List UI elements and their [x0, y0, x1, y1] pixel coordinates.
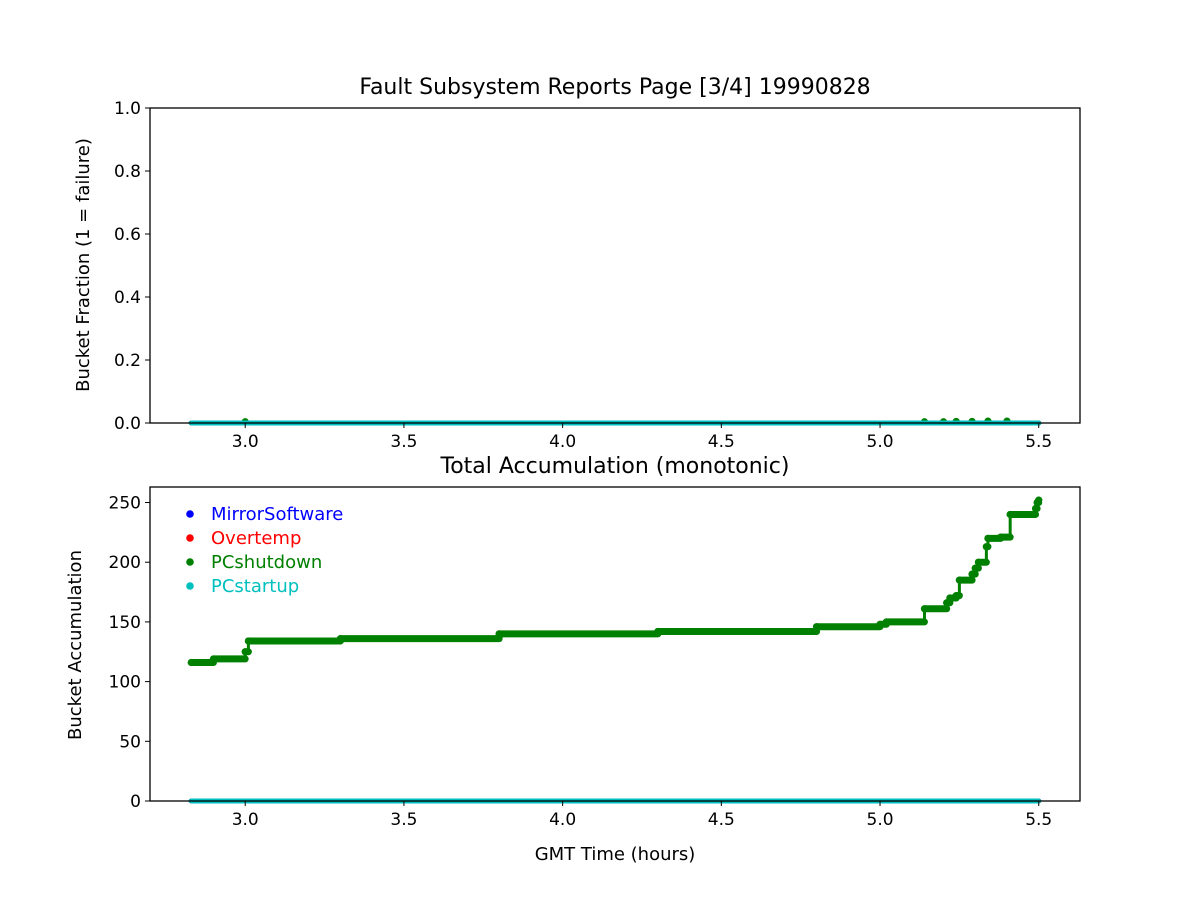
data-point [984, 534, 992, 542]
data-point [1006, 510, 1014, 519]
bottom-panel-ticks: 3.0 3.5 4.0 4.5 5.0 5.5 0 50 100 150 200 250 [109, 494, 1053, 830]
x-tick-label: 5.5 [1025, 810, 1052, 830]
legend: MirrorSoftware Overtemp PCshutdown PCstartu… [186, 504, 343, 597]
x-tick-label: 5.0 [867, 810, 894, 830]
y-tick-label: 1.0 [114, 99, 141, 119]
legend-marker [186, 582, 194, 590]
y-tick-label: 200 [109, 553, 141, 573]
data-point [876, 620, 884, 628]
x-tick-label: 3.0 [232, 810, 259, 830]
top-panel-frame [149, 107, 1081, 424]
y-tick-label: 0 [130, 792, 141, 812]
data-point [946, 594, 954, 602]
data-point [654, 627, 662, 636]
x-tick-label: 4.0 [549, 432, 576, 452]
series-pcshutdown [187, 496, 1043, 667]
x-tick-label: 3.5 [390, 810, 417, 830]
y-tick-label: 250 [109, 494, 141, 514]
data-point [955, 576, 963, 584]
data-point [187, 658, 195, 667]
data-point [812, 623, 821, 631]
legend-label: MirrorSoftware [211, 504, 343, 525]
data-point [495, 630, 503, 638]
data-point [882, 618, 890, 626]
y-tick-label: 0.8 [114, 162, 141, 182]
top-panel-ticks: 3.0 3.5 4.0 4.5 5.0 5.5 0.0 0.2 0.4 0.6 0.8 1.0 [114, 99, 1052, 452]
data-point [997, 533, 1005, 541]
legend-marker [186, 534, 194, 542]
x-tick-label: 3.5 [390, 432, 417, 452]
bottom-panel-xlabel: GMT Time (hours) [535, 844, 696, 865]
top-panel: Fault Subsystem Reports Page [3/4] 19990… [73, 75, 1081, 452]
x-tick-label: 3.0 [232, 432, 259, 452]
y-tick-label: 150 [109, 613, 141, 633]
x-tick-label: 5.5 [1025, 432, 1052, 452]
top-panel-ylabel: Bucket Fraction (1 = failure) [73, 138, 94, 392]
legend-marker [186, 510, 194, 518]
y-tick-label: 0.4 [114, 288, 141, 308]
y-tick-label: 0.6 [114, 225, 141, 245]
x-tick-label: 4.0 [549, 810, 576, 830]
bottom-panel-ylabel: Bucket Accumulation [65, 550, 86, 740]
y-tick-label: 0.2 [114, 351, 141, 371]
data-point [336, 635, 345, 643]
legend-label: PCshutdown [211, 552, 322, 573]
x-tick-label: 4.5 [708, 810, 735, 830]
x-tick-label: 4.5 [708, 432, 735, 452]
top-panel-title: Fault Subsystem Reports Page [3/4] 19990… [359, 75, 870, 100]
data-point [920, 605, 929, 613]
legend-marker [186, 558, 194, 566]
bottom-panel-frame [149, 486, 1081, 802]
data-point [209, 655, 218, 663]
y-tick-label: 100 [109, 673, 141, 693]
data-point [244, 637, 252, 645]
y-tick-label: 0.0 [114, 414, 141, 434]
bottom-panel-title: Total Accumulation (monotonic) [440, 454, 790, 479]
data-point [974, 558, 983, 566]
legend-label: Overtemp [211, 528, 301, 549]
y-tick-label: 50 [119, 732, 141, 752]
legend-label: PCstartup [211, 576, 299, 597]
data-point [1035, 496, 1043, 504]
x-tick-label: 5.0 [867, 432, 894, 452]
bottom-panel: Total Accumulation (monotonic) Bucket Ac… [65, 454, 1081, 865]
